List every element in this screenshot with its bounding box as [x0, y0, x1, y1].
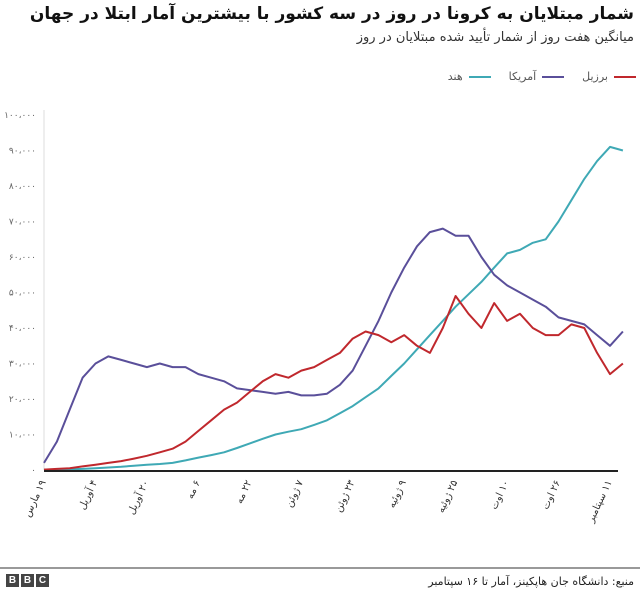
y-axis-ticks: ۰ ۱۰،۰۰۰ ۲۰،۰۰۰ ۳۰،۰۰۰ ۴۰،۰۰۰ ۵۰،۰۰۰ ۶۰،۰۰۰ ۷۰،… [4, 111, 36, 476]
x-tick-label: ۲۰ آوریل [124, 478, 151, 517]
y-tick-label: ۰ [31, 466, 36, 476]
y-tick-label: ۹۰،۰۰۰ [9, 147, 36, 157]
bbc-logo: B B C [6, 574, 49, 587]
x-tick-label: ۹ ژوئیه [387, 479, 409, 510]
line-chart: ۰ ۱۰،۰۰۰ ۲۰،۰۰۰ ۳۰،۰۰۰ ۴۰،۰۰۰ ۵۰،۰۰۰ ۶۰،۰۰۰ ۷۰،… [4, 110, 624, 525]
series-lines [43, 145, 624, 471]
x-tick-label: ۴ آوریل [75, 478, 100, 512]
legend-label-usa: آمریکا [508, 70, 537, 83]
chart-legend: برزیل آمریکا هند [448, 70, 636, 83]
y-tick-label: ۳۰،۰۰۰ [9, 360, 36, 370]
x-tick-label: ۱۰ اوت [489, 479, 512, 512]
x-tick-label: ۶ مه [185, 479, 203, 501]
legend-swatch-india [468, 75, 491, 78]
y-tick-label: ۴۰،۰۰۰ [9, 324, 36, 334]
chart-title: شمار مبتلایان به کرونا در روز در سه کشور… [29, 4, 634, 24]
series-line [43, 227, 624, 464]
x-tick-label: ۷ ژوئن [284, 478, 306, 509]
x-axis-ticks: ۱۹ مارس ۴ آوریل ۲۰ آوریل ۶ مه ۲۲ مه ۷ ژوئن ۲۳ … [22, 478, 615, 525]
bbc-logo-letter: C [36, 574, 49, 587]
legend-item-brazil: برزیل [582, 70, 636, 83]
x-tick-label: ۱۹ مارس [22, 479, 49, 519]
legend-label-india: هند [447, 70, 463, 83]
legend-swatch-brazil [614, 75, 636, 78]
legend-label-brazil: برزیل [582, 70, 608, 83]
bbc-logo-letter: B [6, 574, 19, 587]
y-tick-label: ۸۰،۰۰۰ [9, 182, 36, 192]
x-tick-label: ۲۲ مه [234, 479, 254, 506]
y-tick-label: ۱۰۰،۰۰۰ [4, 111, 36, 121]
legend-item-india: هند [448, 70, 491, 83]
y-tick-label: ۱۰،۰۰۰ [9, 431, 36, 441]
y-tick-label: ۷۰،۰۰۰ [9, 218, 36, 228]
series-line [43, 295, 624, 471]
x-tick-label: ۱۱ سپتامبر [585, 479, 615, 526]
bbc-logo-letter: B [21, 574, 34, 587]
chart-subtitle: میانگین هفت روز از شمار تأیید شده مبتلای… [356, 30, 634, 45]
legend-item-usa: آمریکا [509, 70, 565, 83]
x-tick-label: ۲۶ اوت [540, 479, 563, 512]
x-tick-label: ۲۳ ژوئن [333, 478, 358, 514]
source-note: منبع: دانشگاه جان هاپکینز، آمار تا ۱۶ سپ… [428, 575, 634, 588]
series-line [43, 145, 624, 471]
legend-swatch-usa [542, 75, 565, 78]
y-tick-label: ۲۰،۰۰۰ [9, 395, 36, 405]
y-tick-label: ۵۰،۰۰۰ [9, 289, 36, 299]
y-tick-label: ۶۰،۰۰۰ [9, 253, 36, 263]
footer-divider [0, 567, 640, 569]
x-tick-label: ۲۵ ژوئیه [436, 479, 461, 515]
